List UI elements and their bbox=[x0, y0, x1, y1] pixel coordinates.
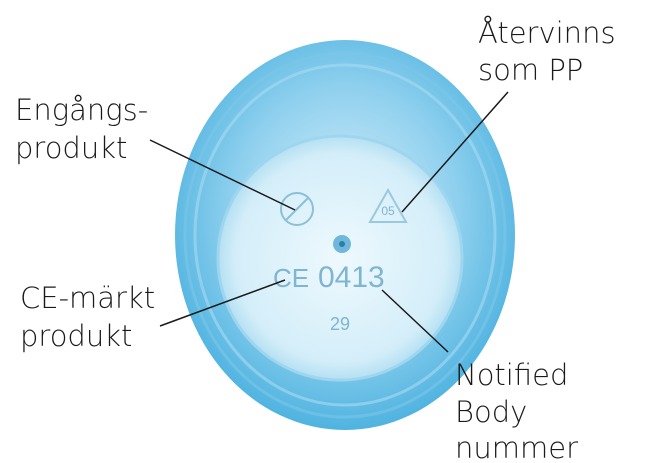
label: Body bbox=[455, 395, 527, 429]
label: Engångs- bbox=[15, 93, 148, 127]
recycling-code: 05 bbox=[381, 204, 395, 218]
ce-mark: CE bbox=[273, 263, 309, 293]
label: nummer bbox=[455, 431, 578, 463]
mold-number: 29 bbox=[330, 314, 350, 334]
label: Återvinns bbox=[478, 16, 616, 50]
label: Notified bbox=[455, 358, 568, 392]
notified-body-number: 0413 bbox=[318, 261, 385, 294]
label: som PP bbox=[478, 53, 583, 87]
label: CE-märkt bbox=[20, 281, 155, 315]
annotated-cup: 05 CE 0413 29 Återvinns som PP Engångs- … bbox=[0, 0, 645, 463]
label: produkt bbox=[15, 131, 127, 165]
label: produkt bbox=[20, 319, 132, 353]
